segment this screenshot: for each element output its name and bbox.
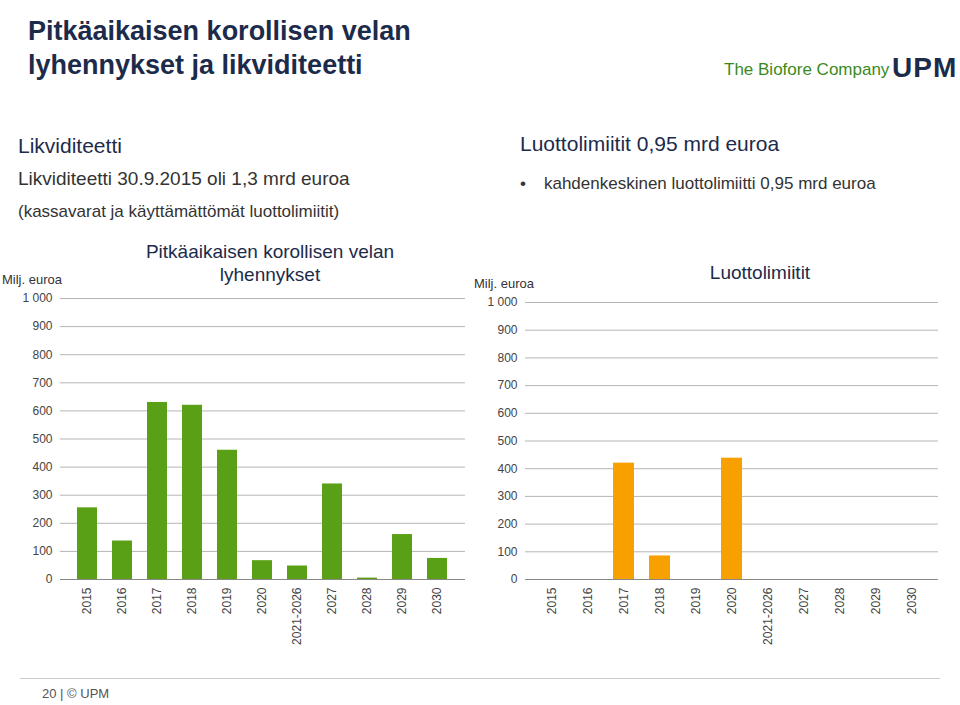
- svg-text:0: 0: [46, 572, 53, 586]
- svg-text:500: 500: [497, 434, 517, 448]
- html-text:Luottolimiitit: Luottolimiitit: [709, 262, 811, 283]
- html-text:Milj. euroa: Milj. euroa: [2, 272, 62, 287]
- svg-text:600: 600: [497, 406, 517, 420]
- svg-text:2016: 2016: [115, 587, 129, 614]
- svg-text:900: 900: [497, 323, 517, 337]
- svg-text:2029: 2029: [395, 587, 409, 614]
- svg-text:2027: 2027: [797, 587, 811, 614]
- svg-text:2021-2026: 2021-2026: [761, 587, 775, 645]
- svg-text:0: 0: [511, 572, 518, 586]
- html-text:Milj. euroa: Milj. euroa: [474, 276, 534, 291]
- svg-text:2028: 2028: [833, 587, 847, 614]
- svg-text:2015: 2015: [545, 587, 559, 614]
- html-text:Luottolimiitit 0,95 mrd euroa: Luottolimiitit 0,95 mrd euroa: [520, 132, 780, 155]
- svg-text:2017: 2017: [617, 587, 631, 614]
- svg-text:2020: 2020: [725, 587, 739, 614]
- svg-text:2015: 2015: [80, 587, 94, 614]
- svg-text:2030: 2030: [430, 587, 444, 614]
- html-text:Pitkäaikaisen korollisen velan: Pitkäaikaisen korollisen velan: [28, 16, 411, 46]
- html-text:kahdenkeskinen luottolimiitti: kahdenkeskinen luottolimiitti 0,95 mrd e…: [544, 174, 876, 193]
- svg-text:2029: 2029: [869, 587, 883, 614]
- html-text:lyhennykset ja likviditeetti: lyhennykset ja likviditeetti: [28, 50, 363, 80]
- svg-text:400: 400: [497, 462, 517, 476]
- svg-text:1 000: 1 000: [487, 295, 517, 309]
- html-text:Pitkäaikaisen korollisen velan: Pitkäaikaisen korollisen velan lyhennyks…: [145, 241, 395, 285]
- svg-text:300: 300: [497, 489, 517, 503]
- svg-text:900: 900: [32, 319, 52, 333]
- svg-text:2018: 2018: [653, 587, 667, 614]
- svg-text:600: 600: [32, 404, 52, 418]
- svg-text:100: 100: [497, 545, 517, 559]
- svg-text:2018: 2018: [185, 587, 199, 614]
- svg-text:2020: 2020: [255, 587, 269, 614]
- svg-text:2021-2026: 2021-2026: [290, 587, 304, 645]
- html-text:(kassavarat ja käyttämättömät: (kassavarat ja käyttämättömät luottolimi…: [18, 202, 340, 221]
- svg-text:2019: 2019: [689, 587, 703, 614]
- svg-text:2016: 2016: [581, 587, 595, 614]
- svg-text:200: 200: [32, 516, 52, 530]
- svg-text:2030: 2030: [905, 587, 919, 614]
- svg-text:1 000: 1 000: [22, 291, 52, 305]
- svg-text:2028: 2028: [360, 587, 374, 614]
- svg-text:700: 700: [497, 378, 517, 392]
- html-text:20 | © UPM: 20 | © UPM: [42, 686, 110, 701]
- svg-text:800: 800: [497, 351, 517, 365]
- html-text:The Biofore CompanyUPM: The Biofore CompanyUPM: [724, 52, 958, 83]
- svg-text:400: 400: [32, 460, 52, 474]
- html-text:Likviditeetti: Likviditeetti: [18, 134, 122, 157]
- svg-text:500: 500: [32, 432, 52, 446]
- svg-text:2017: 2017: [150, 587, 164, 614]
- svg-text:300: 300: [32, 488, 52, 502]
- svg-text:100: 100: [32, 544, 52, 558]
- svg-text:700: 700: [32, 376, 52, 390]
- svg-text:800: 800: [32, 348, 52, 362]
- svg-text:200: 200: [497, 517, 517, 531]
- svg-text:2027: 2027: [325, 587, 339, 614]
- svg-text:2019: 2019: [220, 587, 234, 614]
- html-text:Likviditeetti 30.9.2015 oli 1,: Likviditeetti 30.9.2015 oli 1,3 mrd euro…: [18, 168, 350, 189]
